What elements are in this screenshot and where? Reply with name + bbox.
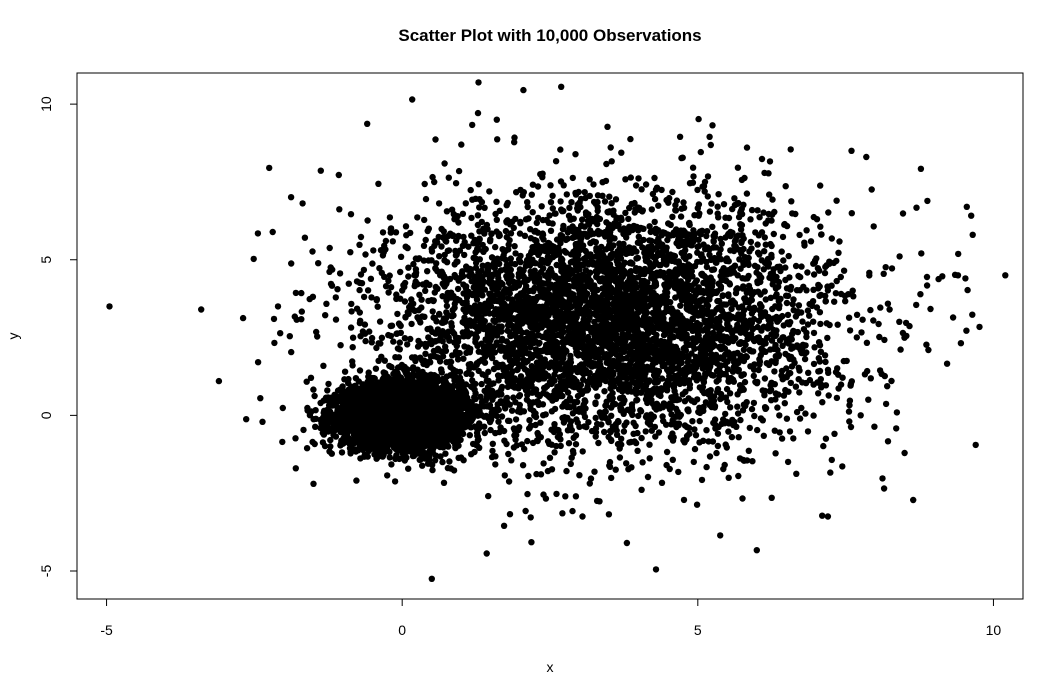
data-point (353, 437, 361, 444)
data-point (414, 448, 422, 456)
data-point (367, 444, 374, 451)
data-point (328, 450, 335, 457)
data-point (329, 419, 336, 426)
data-point (403, 454, 410, 461)
data-point (431, 441, 439, 448)
data-point (347, 448, 354, 455)
data-point (359, 388, 366, 396)
data-point (312, 423, 319, 430)
data-point (345, 375, 352, 383)
data-point (424, 401, 432, 409)
data-point (279, 404, 286, 412)
data-point (370, 388, 377, 396)
data-point (436, 427, 443, 434)
data-point (376, 423, 384, 430)
data-point (445, 443, 452, 450)
data-point (304, 407, 311, 414)
data-point (337, 393, 345, 401)
data-point (395, 438, 403, 445)
data-point (353, 477, 360, 484)
data-point (365, 369, 372, 376)
data-point (325, 380, 332, 388)
data-point (357, 406, 364, 414)
data-point (343, 431, 350, 438)
data-point (338, 439, 345, 447)
data-point (330, 427, 337, 434)
data-point (426, 442, 433, 450)
data-points (106, 79, 1009, 582)
data-point (442, 450, 449, 457)
data-point (441, 415, 448, 422)
data-point (367, 428, 374, 435)
data-point (386, 454, 393, 461)
data-point (321, 407, 328, 414)
data-point (373, 414, 380, 421)
data-point (405, 465, 412, 472)
data-point (362, 420, 369, 427)
data-point (384, 472, 391, 479)
data-point (388, 461, 395, 468)
data-point (310, 386, 317, 393)
data-point (318, 420, 325, 427)
data-point (379, 388, 387, 396)
data-point (390, 413, 397, 421)
data-point (396, 455, 403, 463)
data-point (466, 414, 474, 422)
chart-title: Scatter Plot with 10,000 Observations (398, 26, 701, 45)
data-point (330, 431, 337, 439)
data-point (349, 414, 356, 421)
data-point (376, 442, 383, 450)
data-point (312, 415, 320, 422)
data-point (324, 387, 331, 394)
data-point (466, 432, 473, 439)
data-point (394, 370, 401, 377)
data-point (355, 425, 362, 432)
data-point (481, 429, 488, 437)
data-point (338, 449, 346, 456)
data-point (416, 432, 423, 439)
data-point (372, 365, 380, 372)
data-point (349, 406, 356, 413)
data-point (419, 462, 426, 469)
data-point (400, 378, 407, 385)
data-point (476, 420, 483, 427)
data-point (373, 455, 380, 462)
data-point (335, 421, 342, 428)
data-point (471, 423, 478, 430)
data-point (455, 390, 462, 397)
data-point (339, 384, 346, 392)
data-point (300, 426, 307, 434)
data-point (457, 424, 465, 431)
data-point (327, 443, 334, 450)
data-point (405, 438, 412, 446)
data-point (292, 435, 299, 442)
data-point (354, 419, 362, 426)
data-point (457, 454, 465, 461)
data-point (349, 399, 357, 406)
data-point (380, 451, 387, 459)
data-point (386, 428, 393, 435)
data-point (439, 458, 446, 466)
data-point (342, 408, 350, 415)
data-point (326, 408, 334, 415)
data-point (446, 458, 453, 465)
data-point (418, 455, 425, 463)
data-point (311, 392, 318, 400)
data-point (303, 445, 311, 452)
data-point (309, 438, 316, 446)
data-point (422, 450, 429, 457)
data-point (481, 423, 488, 430)
data-point (424, 421, 431, 428)
data-point (312, 407, 319, 414)
